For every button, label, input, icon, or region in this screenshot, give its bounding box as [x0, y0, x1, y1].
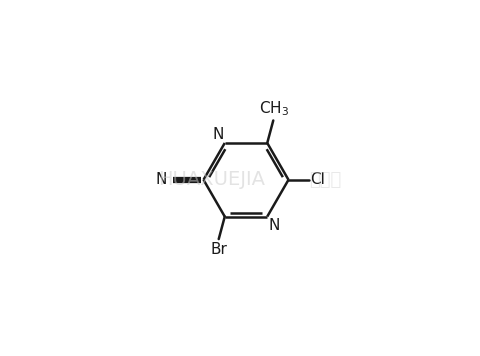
- Text: CH$_3$: CH$_3$: [259, 100, 289, 118]
- Text: N: N: [155, 172, 167, 187]
- Text: Br: Br: [210, 242, 227, 257]
- Text: Cl: Cl: [310, 172, 325, 187]
- Text: N: N: [269, 218, 280, 233]
- Text: 化学加: 化学加: [309, 171, 341, 189]
- Text: HUAXUEJIA: HUAXUEJIA: [158, 170, 265, 189]
- Text: N: N: [212, 127, 223, 142]
